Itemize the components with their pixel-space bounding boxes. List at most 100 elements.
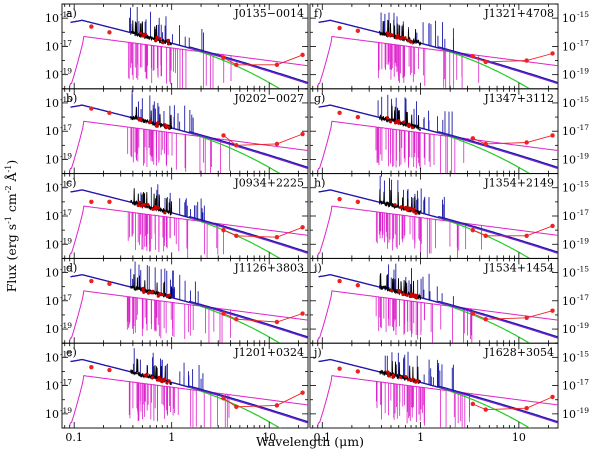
observed-point bbox=[396, 33, 400, 38]
y-tick-label: 10 bbox=[562, 12, 576, 25]
total-model-curve bbox=[318, 189, 558, 253]
photometry-point bbox=[355, 28, 361, 34]
observed-point bbox=[387, 373, 391, 377]
photometry-point bbox=[524, 315, 529, 320]
observed-point bbox=[416, 379, 420, 383]
y-tick-label: 10 bbox=[45, 69, 59, 82]
photometry-point bbox=[524, 233, 529, 238]
photometry-point bbox=[221, 227, 226, 233]
photometry-line bbox=[223, 226, 303, 238]
observed-point bbox=[166, 38, 170, 42]
x-tick-label: 1 bbox=[168, 431, 175, 444]
y-tick-exponent: -19 bbox=[60, 321, 72, 330]
y-tick-label: 10 bbox=[562, 267, 576, 280]
photometry-point bbox=[524, 58, 529, 63]
photometry-line bbox=[472, 310, 553, 320]
photometry-point bbox=[550, 133, 555, 138]
total-model-curve bbox=[70, 358, 308, 423]
photometry-point bbox=[337, 25, 342, 31]
photometry-point bbox=[274, 319, 280, 325]
y-tick-exponent: -17 bbox=[60, 293, 72, 302]
photometry-point bbox=[234, 404, 239, 409]
photometry-point bbox=[470, 136, 476, 141]
observed-point bbox=[163, 123, 167, 127]
y-tick-label: 10 bbox=[45, 97, 59, 110]
x-tick-label: 0.1 bbox=[314, 431, 332, 444]
y-tick-label: 10 bbox=[562, 69, 576, 82]
observed-point bbox=[156, 120, 160, 125]
photometry-point bbox=[355, 114, 361, 120]
y-tick-exponent: -15 bbox=[60, 10, 72, 19]
observed-point bbox=[150, 291, 154, 295]
photometry-point bbox=[221, 55, 226, 60]
panel-letter: i) bbox=[314, 261, 322, 274]
x-tick-label: 10 bbox=[262, 431, 276, 444]
photometry-point bbox=[483, 233, 488, 238]
observed-point bbox=[409, 40, 413, 44]
photometry-point bbox=[89, 199, 94, 205]
y-tick-exponent: -15 bbox=[577, 95, 589, 104]
y-tick-exponent: -19 bbox=[577, 67, 589, 76]
observed-point bbox=[404, 374, 408, 379]
photometry-point bbox=[483, 316, 488, 322]
photometry-point bbox=[221, 396, 226, 401]
photometry-point bbox=[300, 225, 305, 230]
plot-area bbox=[69, 90, 308, 174]
photometry-point bbox=[470, 401, 476, 407]
stellar-model-curve bbox=[70, 189, 308, 254]
observed-point bbox=[154, 39, 158, 43]
total-model-curve bbox=[70, 189, 308, 253]
y-tick-exponent: -15 bbox=[577, 265, 589, 274]
panel-object-name: J1534+1454 bbox=[483, 261, 554, 274]
photometry-point bbox=[234, 143, 239, 148]
panel-letter: e) bbox=[66, 346, 77, 359]
stellar-model-curve bbox=[318, 189, 558, 254]
axis-ticks bbox=[62, 3, 308, 90]
observed-point bbox=[141, 34, 146, 38]
y-tick-label: 10 bbox=[562, 380, 576, 393]
observed-point bbox=[391, 375, 395, 379]
total-model-curve bbox=[318, 19, 558, 84]
observed-point bbox=[139, 116, 143, 121]
y-tick-label: 10 bbox=[562, 408, 576, 421]
y-tick-label: 10 bbox=[562, 295, 576, 308]
total-model-curve bbox=[318, 274, 558, 338]
photometry-point bbox=[337, 366, 342, 371]
y-tick-label: 10 bbox=[45, 153, 59, 166]
photometry-point bbox=[234, 233, 239, 238]
observed-point bbox=[136, 203, 140, 208]
photometry-line bbox=[472, 396, 553, 411]
y-tick-exponent: -19 bbox=[60, 406, 72, 415]
photometry-point bbox=[524, 406, 529, 411]
stellar-model-curve bbox=[318, 19, 558, 85]
panel-letter: b) bbox=[66, 92, 77, 105]
y-tick-label: 10 bbox=[562, 153, 576, 166]
photometry-point bbox=[300, 311, 305, 316]
observed-point bbox=[158, 37, 162, 41]
photometry-point bbox=[355, 199, 361, 205]
panel-object-name: J1321+4708 bbox=[483, 7, 554, 20]
observed-point bbox=[399, 205, 403, 209]
plot-area bbox=[317, 94, 558, 174]
observed-point bbox=[165, 294, 169, 299]
panel-object-name: J0934+2225 bbox=[233, 177, 304, 190]
observed-point bbox=[140, 203, 145, 207]
observed-point bbox=[153, 207, 157, 211]
photometry-point bbox=[274, 62, 280, 67]
panel-letter: c) bbox=[66, 177, 76, 190]
panel-letter: g) bbox=[314, 92, 325, 105]
panel-object-name: J1201+0324 bbox=[233, 346, 304, 359]
y-tick-exponent: -15 bbox=[577, 180, 589, 189]
observed-point bbox=[389, 288, 393, 293]
axis-ticks bbox=[310, 3, 558, 90]
plot-area bbox=[317, 12, 558, 89]
photometry-point bbox=[300, 52, 305, 58]
y-tick-exponent: -19 bbox=[577, 406, 589, 415]
panel-object-name: J0202−0027 bbox=[233, 92, 304, 105]
observed-point bbox=[156, 294, 160, 298]
y-tick-label: 10 bbox=[45, 210, 59, 223]
